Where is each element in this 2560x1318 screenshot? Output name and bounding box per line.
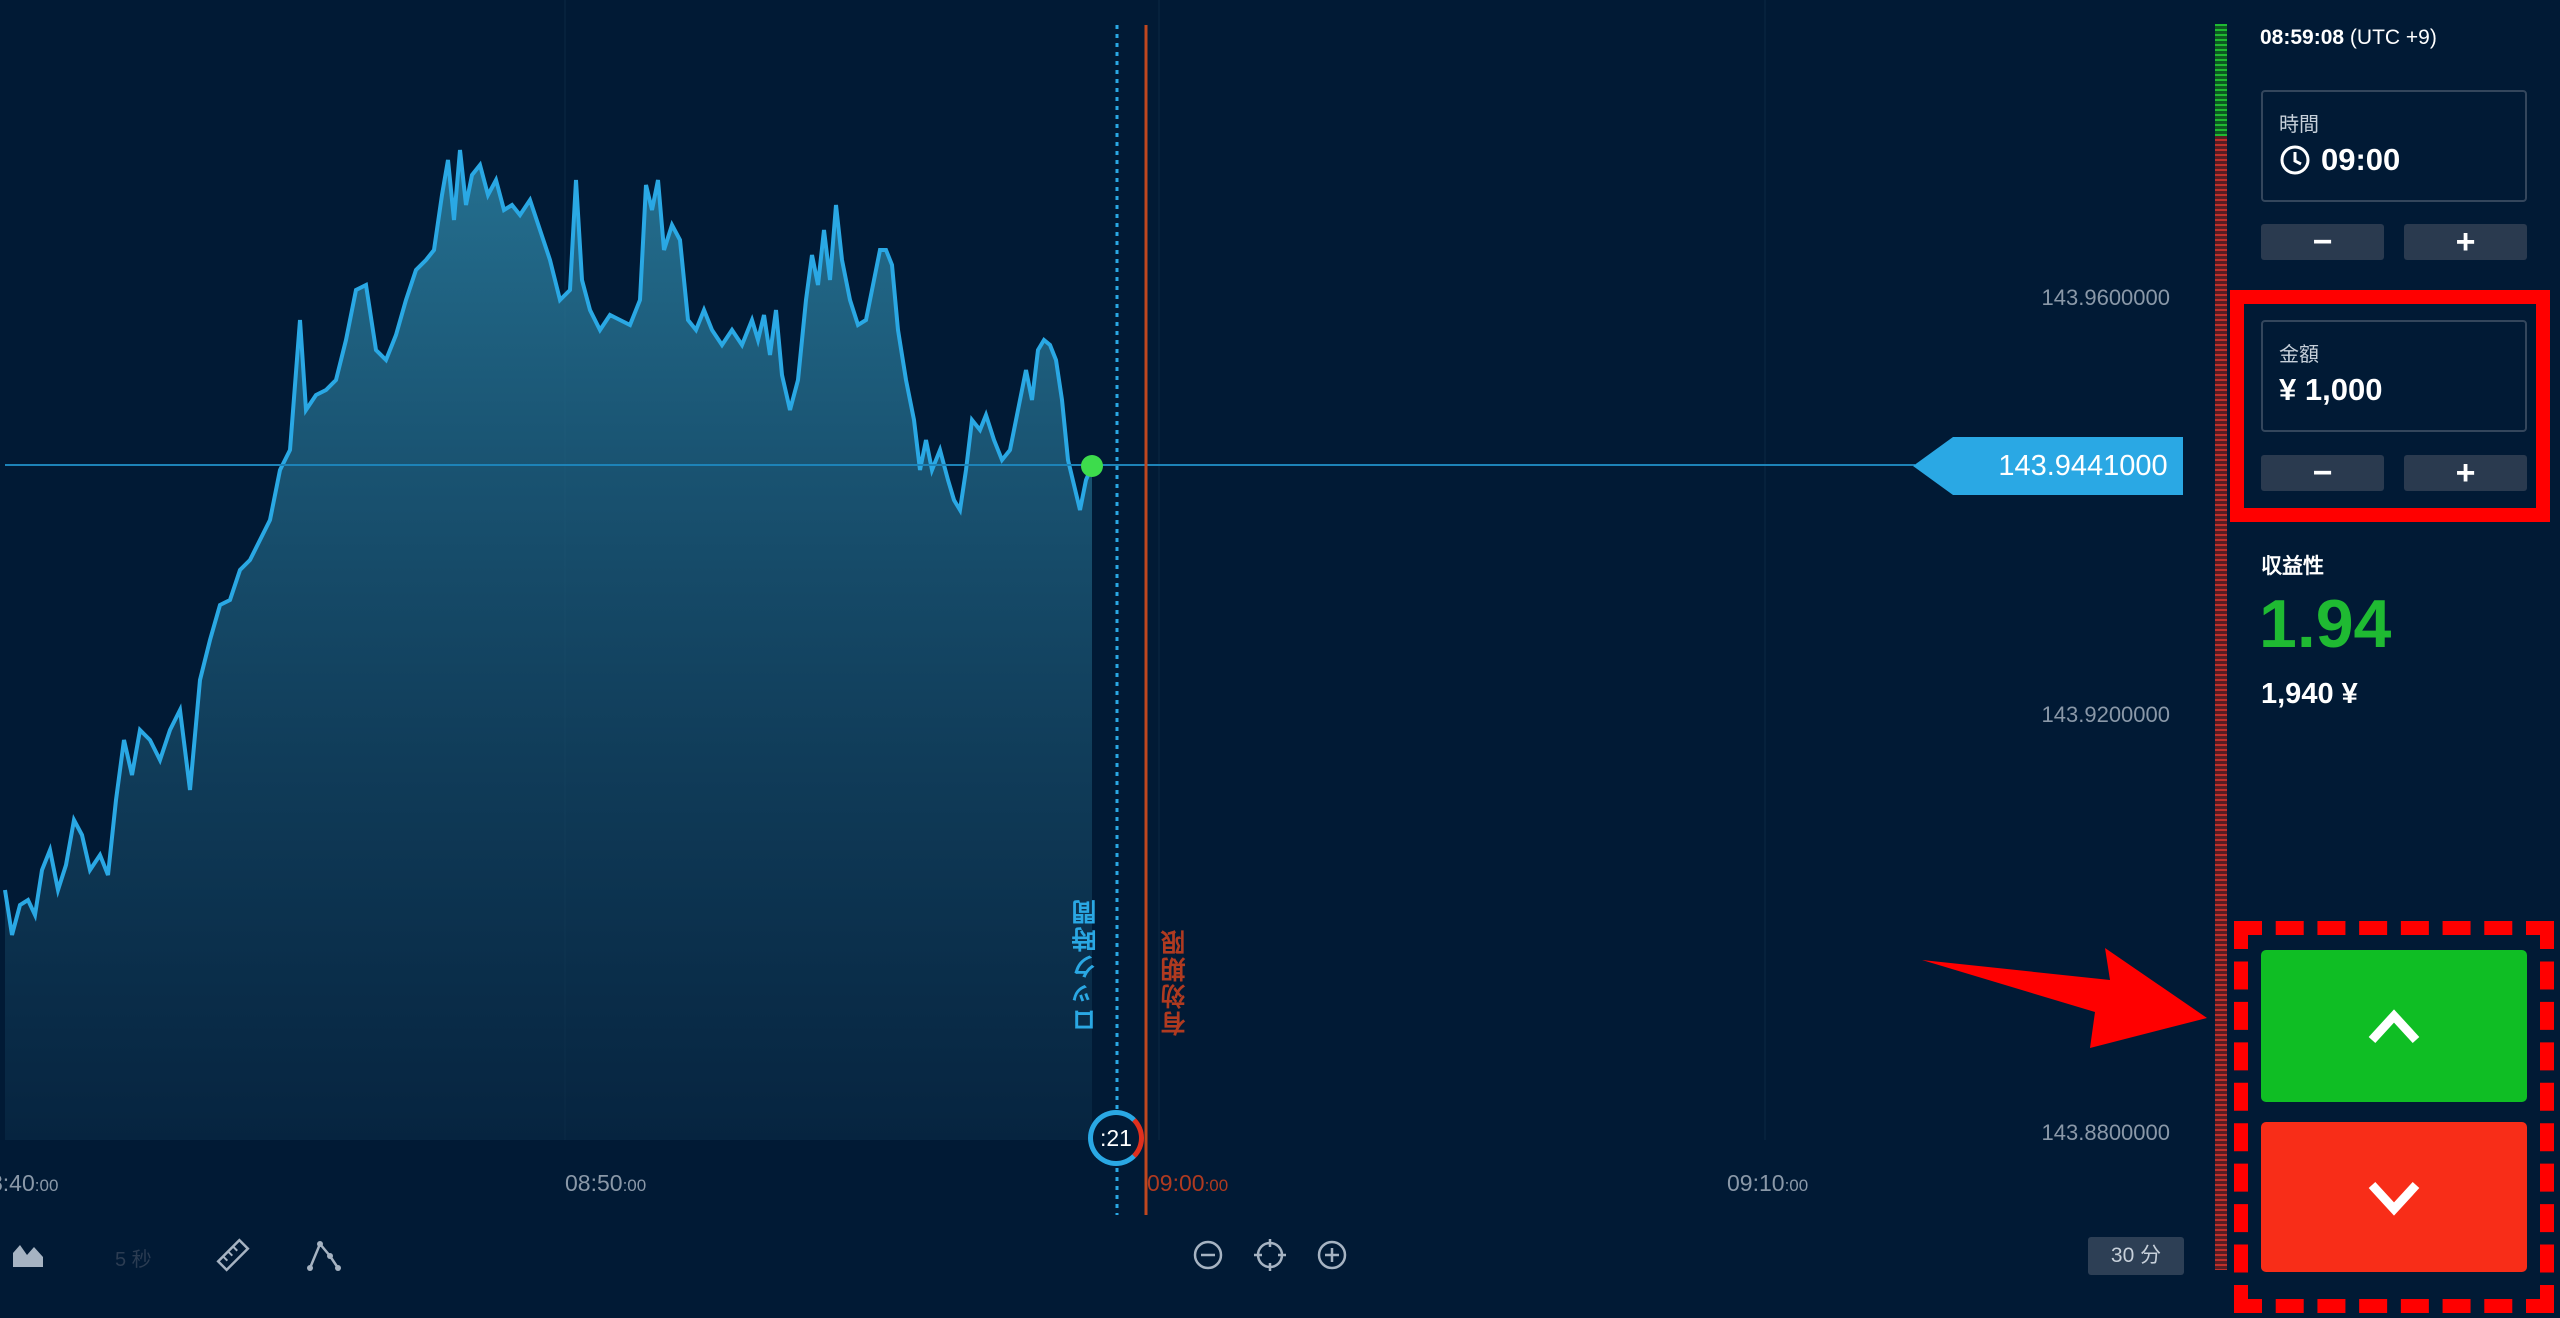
amount-minus-button[interactable]: − xyxy=(2261,454,2384,492)
profit-ratio: 1.94 xyxy=(2259,586,2392,662)
low-button[interactable] xyxy=(2261,1122,2527,1272)
amount-value: ¥ 1,000 xyxy=(2279,372,2383,407)
price-chart-svg xyxy=(3,0,1915,1215)
center-icon[interactable] xyxy=(1250,1235,1290,1275)
amount-highlight-box xyxy=(2230,290,2550,522)
current-price-dot xyxy=(1081,455,1103,477)
y-tick-label: 143.8800000 xyxy=(2041,1120,2170,1145)
lock-time-label: ロック時間 xyxy=(1072,898,1100,1033)
pointer-arrow xyxy=(1922,948,2207,1048)
x-tick-label: 08:50:00 xyxy=(565,1170,647,1196)
trade-buttons-highlight-box xyxy=(2234,921,2554,1313)
amount-label: 金額 xyxy=(2279,344,2319,366)
current-price-label: 143.9441000 xyxy=(1913,437,2183,495)
high-button[interactable] xyxy=(2261,950,2527,1102)
current-price-value: 143.9441000 xyxy=(1998,450,2168,482)
time-minus-button[interactable]: − xyxy=(2261,223,2384,261)
x-tick-label: 09:10:00 xyxy=(1727,1170,1809,1196)
seconds-label[interactable]: 5 秒 xyxy=(115,1249,152,1271)
profit-amount: 1,940 ¥ xyxy=(2261,678,2358,710)
y-tick-label: 143.9200000 xyxy=(2041,702,2170,727)
x-tick-label-expiry: 09:00:00 xyxy=(1147,1170,1229,1196)
countdown-timer: :21 xyxy=(1088,1110,1144,1166)
zoom-in-icon[interactable] xyxy=(1312,1235,1352,1275)
zoom-out-icon[interactable] xyxy=(1188,1235,1228,1275)
time-plus-button[interactable]: + xyxy=(2404,223,2527,261)
time-value: 09:00 xyxy=(2321,142,2401,177)
expiry-label: 有効期限 xyxy=(1161,928,1189,1036)
time-field[interactable]: 時間 09:00 xyxy=(2261,90,2527,202)
profit-label: 収益性 xyxy=(2261,555,2324,578)
sentiment-bull-segment xyxy=(2215,24,2227,136)
price-area xyxy=(5,150,1092,1140)
price-chart[interactable] xyxy=(0,0,2210,1313)
amount-plus-button[interactable]: + xyxy=(2404,454,2527,492)
period-selector[interactable]: 30 分 xyxy=(2088,1237,2184,1275)
sentiment-bar xyxy=(2215,24,2227,1270)
area-chart-icon[interactable] xyxy=(8,1235,48,1275)
y-tick-label: 143.9600000 xyxy=(2041,285,2170,310)
amount-field[interactable]: 金額 ¥ 1,000 xyxy=(2261,320,2527,432)
time-label: 時間 xyxy=(2279,114,2319,136)
price-line xyxy=(3,149,1094,936)
drawing-icon[interactable] xyxy=(304,1235,344,1275)
chevron-up-icon xyxy=(2368,1009,2420,1044)
ruler-icon[interactable] xyxy=(213,1235,253,1275)
server-clock: 08:59:08 (UTC +9) xyxy=(2260,26,2437,49)
x-tick-label: 8:40:00 xyxy=(0,1170,59,1196)
chevron-down-icon xyxy=(2368,1181,2420,1216)
clock-icon xyxy=(2280,145,2310,175)
